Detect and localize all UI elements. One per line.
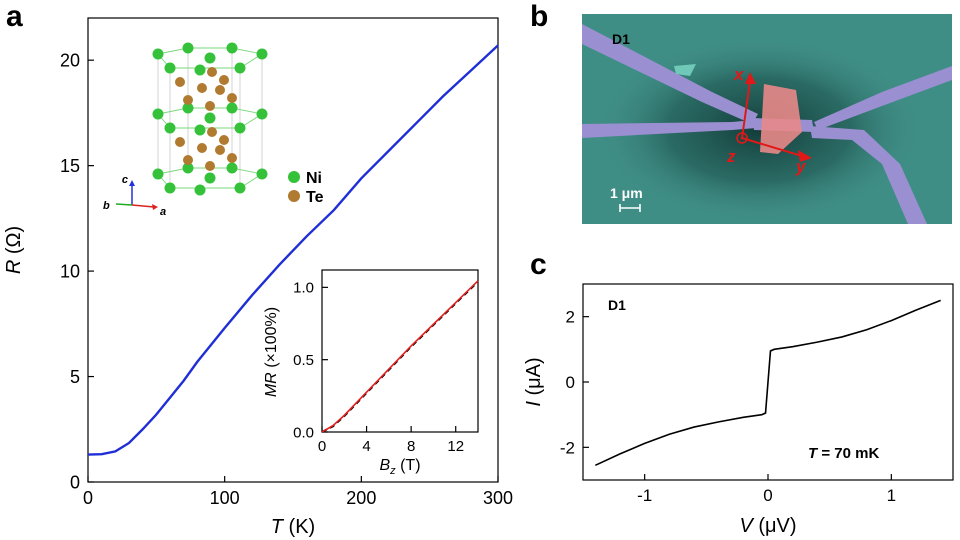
electrode-bottom-right bbox=[810, 126, 927, 224]
electrode-mid-left bbox=[582, 120, 756, 138]
sem-scalebar bbox=[619, 204, 641, 212]
sem-axis-z: z bbox=[726, 147, 736, 166]
sem-axis-x: x bbox=[733, 65, 745, 84]
ni-atom bbox=[152, 168, 164, 180]
inset-series-red bbox=[321, 280, 479, 433]
te-atom bbox=[207, 127, 217, 137]
inset-xtick-label: 12 bbox=[447, 438, 464, 455]
te-atom bbox=[219, 135, 229, 145]
electrode-top-left bbox=[582, 24, 758, 124]
te-atom bbox=[207, 67, 217, 77]
chart-a-xtick-label: 200 bbox=[346, 488, 376, 508]
te-atom bbox=[205, 101, 215, 111]
ni-atom bbox=[204, 172, 216, 184]
ni-atom bbox=[182, 162, 194, 174]
ni-atom bbox=[164, 62, 176, 74]
ni-atom bbox=[256, 48, 268, 60]
ni-atom bbox=[204, 112, 216, 124]
te-atom bbox=[183, 155, 193, 165]
panel-letter-c: c bbox=[530, 248, 547, 281]
te-atom bbox=[175, 77, 185, 87]
chart-a-xtick-label: 100 bbox=[210, 488, 240, 508]
chart-a-xtick-label: 0 bbox=[83, 488, 93, 508]
sem-z-axis bbox=[736, 132, 748, 144]
electrode-top-right bbox=[814, 66, 952, 130]
ni-atom bbox=[152, 48, 164, 60]
inset-xtick-label: 0 bbox=[318, 438, 326, 455]
chart-a-ylabel: R (Ω) bbox=[3, 226, 25, 274]
chart-a-ytick-label: 0 bbox=[70, 472, 80, 492]
legend-ni-label: Ni bbox=[306, 170, 322, 187]
ni-atom bbox=[152, 108, 164, 120]
chart-a-xlabel: T (K) bbox=[271, 516, 315, 538]
chart-a-ytick-label: 20 bbox=[60, 50, 80, 70]
te-atom bbox=[215, 85, 225, 95]
ni-atom bbox=[256, 108, 268, 120]
sem-image: x y z D1 1 μm bbox=[582, 14, 952, 224]
ni-atom bbox=[234, 122, 246, 134]
ni-atom bbox=[226, 102, 238, 114]
te-atom bbox=[197, 143, 207, 153]
chart-a-xtick-label: 300 bbox=[483, 488, 513, 508]
ni-atom bbox=[182, 102, 194, 114]
ni-atom bbox=[226, 162, 238, 174]
te-atom bbox=[219, 75, 229, 85]
chart-a-ytick-label: 5 bbox=[70, 367, 80, 387]
te-atom bbox=[183, 95, 193, 105]
crystal-axes: c b a bbox=[103, 174, 166, 218]
ni-atom bbox=[204, 52, 216, 64]
sem-x-axis bbox=[741, 81, 751, 139]
ni-atom bbox=[226, 42, 238, 54]
inset-ylabel: MR (×100%) bbox=[263, 307, 280, 397]
sem-debris bbox=[674, 64, 696, 76]
te-atom bbox=[175, 137, 185, 147]
ni-atom bbox=[164, 122, 176, 134]
sem-y-axis bbox=[741, 137, 803, 157]
inset-frame bbox=[321, 269, 479, 433]
panel-letter-a: a bbox=[6, 0, 23, 33]
sem-device-label: D1 bbox=[612, 31, 630, 47]
ni-atom bbox=[194, 124, 206, 136]
ni-atom bbox=[234, 182, 246, 194]
ni-atom bbox=[194, 184, 206, 196]
crystal-legend: Ni Te bbox=[288, 170, 324, 206]
legend-te-label: Te bbox=[306, 189, 324, 206]
inset-ytick-label: 1.0 bbox=[293, 280, 314, 297]
te-atom bbox=[197, 83, 207, 93]
sem-scalebar-label: 1 μm bbox=[610, 185, 643, 201]
inset-xtick-label: 4 bbox=[362, 438, 370, 455]
inset-xlabel: Bz (T) bbox=[379, 457, 420, 477]
inset-ytick-label: 0.5 bbox=[293, 352, 314, 369]
legend-ni-marker bbox=[288, 171, 300, 183]
sem-flake bbox=[760, 84, 802, 154]
crystal-structure bbox=[152, 42, 268, 196]
te-atom bbox=[215, 145, 225, 155]
legend-te-marker bbox=[288, 190, 300, 202]
chart-a-frame bbox=[87, 17, 499, 483]
sem-axis-y: y bbox=[795, 157, 807, 176]
te-atom bbox=[205, 161, 215, 171]
te-atom bbox=[227, 153, 237, 163]
chart-a-ytick-label: 15 bbox=[60, 156, 80, 176]
crystal-axis-c: c bbox=[122, 174, 128, 186]
crystal-axis-b: b bbox=[103, 200, 110, 212]
inset-ytick-label: 0.0 bbox=[293, 424, 314, 441]
ni-atom bbox=[164, 182, 176, 194]
inset-xtick-label: 8 bbox=[407, 438, 415, 455]
ni-atom bbox=[194, 64, 206, 76]
ni-atom bbox=[234, 62, 246, 74]
te-atom bbox=[227, 93, 237, 103]
panel-letter-b: b bbox=[530, 0, 549, 33]
crystal-axis-a: a bbox=[160, 206, 166, 218]
ni-atom bbox=[182, 42, 194, 54]
chart-a-ytick-label: 10 bbox=[60, 261, 80, 281]
chart-a-series-line bbox=[87, 44, 499, 456]
ni-atom bbox=[256, 168, 268, 180]
